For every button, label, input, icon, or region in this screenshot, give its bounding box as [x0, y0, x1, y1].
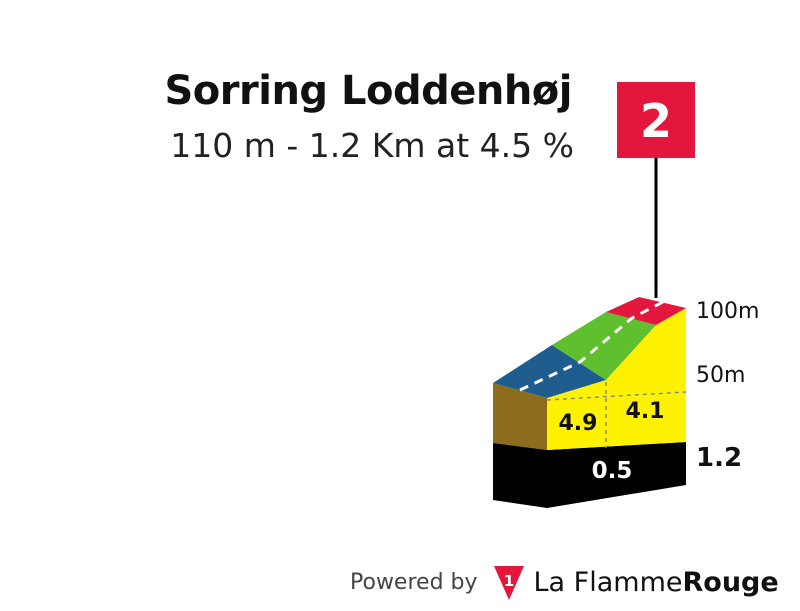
slope-segment-1 [493, 345, 606, 398]
powered-by-text: Powered by [350, 569, 478, 595]
slope-segment-2 [552, 312, 656, 380]
brand-name-bold: Rouge [682, 566, 779, 598]
side-face-upper [493, 383, 547, 450]
category-number: 2 [640, 94, 672, 148]
category-flag: 2 [617, 82, 695, 158]
gradient-label-1: 4.9 [559, 411, 598, 436]
flag-rect [617, 82, 695, 158]
logo-triangle [493, 566, 524, 600]
altitude-label-50: 50m [696, 363, 745, 388]
logo-numeral: 1 [503, 572, 513, 590]
altitude-label-100: 100m [696, 299, 759, 324]
base-band [547, 442, 686, 508]
footer-brand: Powered by 1 La Flamme Rouge [350, 560, 779, 604]
climb-title: Sorring Loddenhøj [164, 68, 573, 114]
road-centre-line [519, 300, 664, 392]
profile-front-panel [547, 308, 686, 450]
brand-name-light: La Flamme [533, 566, 683, 598]
flamme-rouge-logo-icon: 1 [493, 566, 524, 600]
distance-label: 1.2 [696, 443, 742, 473]
base-label: 0.5 [592, 458, 633, 484]
gradient-label-2: 4.1 [626, 399, 665, 424]
side-face-lower [493, 443, 547, 508]
climb-stats: 110 m - 1.2 Km at 4.5 % [170, 126, 574, 165]
